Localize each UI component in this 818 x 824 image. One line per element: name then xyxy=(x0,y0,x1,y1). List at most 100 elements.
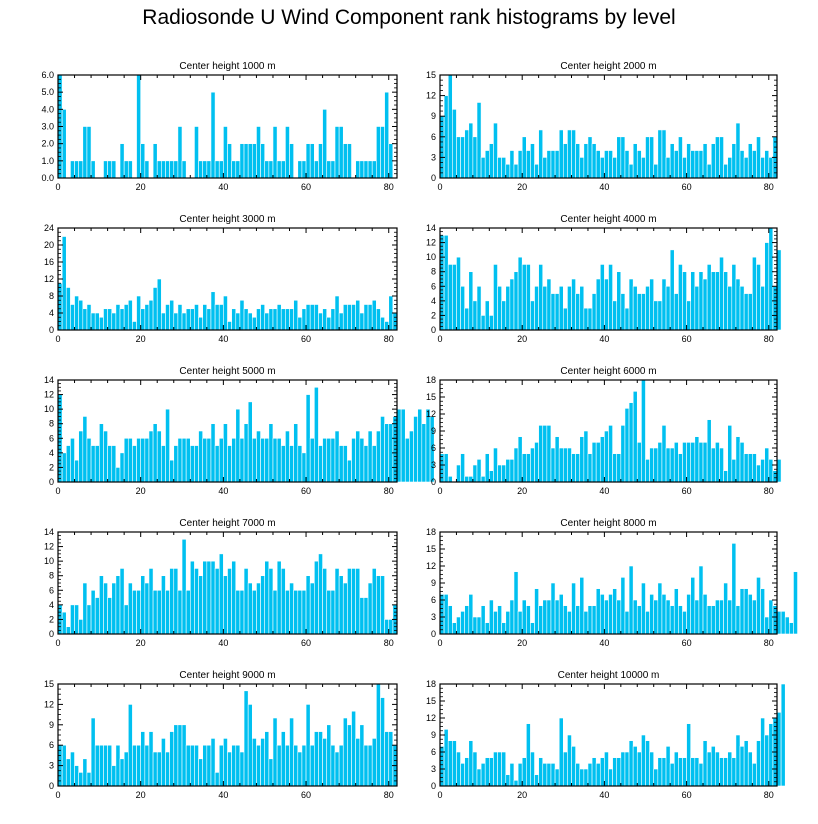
histogram-bar xyxy=(181,160,187,179)
histogram-bar xyxy=(735,605,741,635)
histogram-bar xyxy=(542,285,548,331)
histogram-bar xyxy=(472,136,478,179)
histogram-bar xyxy=(252,143,257,179)
histogram-bar xyxy=(517,436,523,483)
histogram-bar xyxy=(111,160,117,179)
histogram-bar xyxy=(301,744,307,787)
histogram-bar xyxy=(247,401,253,483)
histogram-bar xyxy=(57,282,63,331)
histogram-bar xyxy=(645,611,650,635)
histogram-bar xyxy=(252,437,257,483)
histogram-bar xyxy=(318,143,323,179)
histogram-bar xyxy=(305,304,311,331)
histogram-bar xyxy=(628,402,634,483)
histogram-bar xyxy=(678,264,683,331)
histogram-bar xyxy=(90,160,96,179)
histogram-bar xyxy=(123,437,129,483)
histogram-bar xyxy=(620,577,626,635)
histogram-bar xyxy=(632,285,638,331)
histogram-bar xyxy=(74,459,79,483)
y-tick-label: 3 xyxy=(431,152,436,162)
histogram-bar xyxy=(127,437,133,483)
panel-title: Center height 2000 m xyxy=(560,61,656,72)
histogram-bar xyxy=(363,304,369,331)
histogram-bar xyxy=(513,163,519,179)
histogram-bar xyxy=(404,437,410,483)
histogram-bar xyxy=(268,758,274,787)
x-tick-label: 60 xyxy=(682,486,692,496)
y-tick-label: 15 xyxy=(426,70,436,80)
histogram-bar xyxy=(123,751,129,787)
histogram-bar xyxy=(690,757,696,787)
histogram-bar xyxy=(119,568,125,635)
y-tick-label: 0 xyxy=(49,477,54,487)
histogram-bar xyxy=(719,757,724,787)
histogram-bar xyxy=(698,442,704,483)
histogram-bar xyxy=(165,408,170,483)
histogram-bar xyxy=(497,605,502,635)
histogram-bar xyxy=(641,293,646,331)
y-tick-label: 14 xyxy=(44,375,54,385)
histogram-bar xyxy=(396,408,402,483)
histogram-bar xyxy=(645,459,650,483)
histogram-bar xyxy=(227,445,232,483)
histogram-bar xyxy=(185,744,191,787)
histogram-bar xyxy=(206,160,212,179)
histogram-bar xyxy=(210,91,216,179)
histogram-bar xyxy=(140,143,146,179)
histogram-bar xyxy=(330,308,336,331)
histogram-bar xyxy=(710,605,716,635)
histogram-bar xyxy=(74,765,79,787)
histogram-bar xyxy=(567,611,572,635)
histogram-bar xyxy=(657,300,663,331)
histogram-bar xyxy=(231,744,237,787)
histogram-bar xyxy=(558,285,564,331)
y-tick-label: 12 xyxy=(426,91,436,101)
histogram-bar xyxy=(376,575,381,635)
histogram-bar xyxy=(780,611,786,635)
histogram-bar xyxy=(260,304,266,331)
histogram-bar xyxy=(202,560,208,635)
histogram-bar xyxy=(198,160,203,179)
x-tick-label: 20 xyxy=(517,638,527,648)
y-tick-label: 6 xyxy=(431,132,436,142)
histogram-bar xyxy=(673,588,679,635)
x-tick-label: 60 xyxy=(301,334,311,344)
histogram-bar xyxy=(789,622,794,635)
histogram-bar xyxy=(542,157,548,179)
histogram-bar xyxy=(694,150,700,179)
histogram-bar xyxy=(78,430,84,483)
y-tick-label: 6 xyxy=(49,740,54,750)
histogram-bar xyxy=(103,744,108,787)
histogram-bar xyxy=(669,605,675,635)
histogram-bar xyxy=(210,423,216,483)
histogram-bar xyxy=(169,299,175,331)
y-tick-label: 10 xyxy=(426,252,436,262)
histogram-bar xyxy=(484,300,490,331)
histogram-bar xyxy=(752,256,757,331)
histogram-bar xyxy=(612,157,618,179)
histogram-bar xyxy=(484,453,490,483)
histogram-bar xyxy=(636,605,642,635)
histogram-bar xyxy=(653,447,659,483)
histogram-bar xyxy=(285,126,290,179)
histogram-bar xyxy=(347,724,352,787)
histogram-bar xyxy=(661,278,667,331)
histogram-bar xyxy=(768,459,774,483)
histogram-bar xyxy=(620,136,626,179)
histogram-bar xyxy=(760,285,765,331)
histogram-bar xyxy=(608,150,613,179)
histogram-bar xyxy=(665,746,671,787)
histogram-bar xyxy=(743,740,749,787)
histogram-bar xyxy=(156,589,162,635)
histogram-bar xyxy=(641,582,646,635)
histogram-bar xyxy=(355,738,361,787)
histogram-bar xyxy=(144,304,150,331)
y-tick-label: 9 xyxy=(431,578,436,588)
histogram-bar xyxy=(690,271,696,331)
histogram-bar xyxy=(214,568,220,635)
histogram-bar xyxy=(223,126,228,179)
histogram-bar xyxy=(90,445,96,483)
